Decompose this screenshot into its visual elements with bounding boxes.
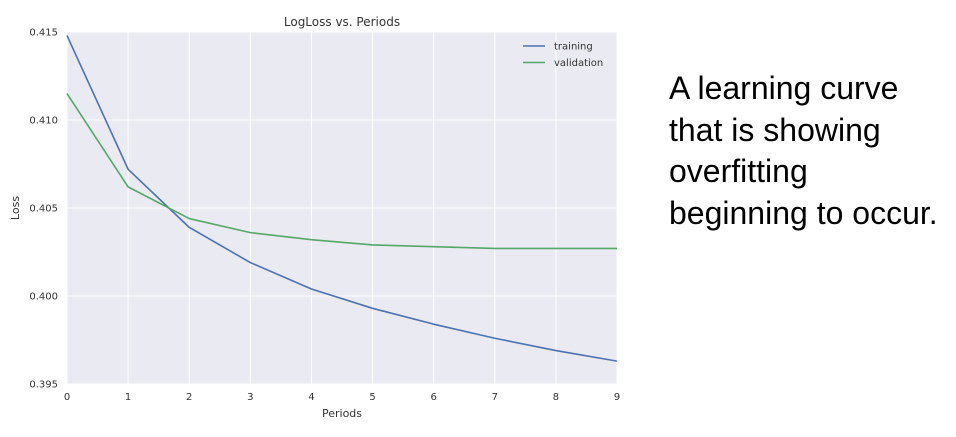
x-tick-label: 8 xyxy=(553,392,559,403)
y-tick-label: 0.415 xyxy=(29,28,58,39)
x-tick-label: 6 xyxy=(430,392,436,403)
chart-title: LogLoss vs. Periods xyxy=(284,15,400,29)
x-tick-label: 7 xyxy=(492,392,498,403)
y-tick-label: 0.405 xyxy=(29,204,58,215)
x-axis-label: Periods xyxy=(322,407,362,420)
legend-label-training: training xyxy=(554,42,593,53)
grid-lines xyxy=(66,31,618,385)
x-tick-label: 0 xyxy=(64,392,70,403)
series-line-training xyxy=(66,35,618,362)
legend-label-validation: validation xyxy=(554,58,603,69)
tick-labels: 0 1 2 3 4 5 6 7 8 9 0.395 0.400 0.405 0.410 0.415 xyxy=(29,28,620,404)
y-tick-label: 0.400 xyxy=(29,292,58,303)
x-tick-label: 3 xyxy=(247,392,253,403)
x-tick-label: 4 xyxy=(308,392,314,403)
series-lines xyxy=(66,35,618,362)
y-tick-label: 0.395 xyxy=(29,380,58,391)
legend: training validation xyxy=(523,42,603,69)
caption-text: A learning curve that is showing overfit… xyxy=(669,70,938,231)
x-tick-label: 2 xyxy=(186,392,192,403)
x-tick-label: 1 xyxy=(125,392,131,403)
y-tick-label: 0.410 xyxy=(29,116,58,127)
series-line-validation xyxy=(66,93,617,250)
y-axis-label: Loss xyxy=(9,196,22,220)
x-tick-label: 5 xyxy=(369,392,375,403)
x-tick-label: 9 xyxy=(614,392,620,403)
